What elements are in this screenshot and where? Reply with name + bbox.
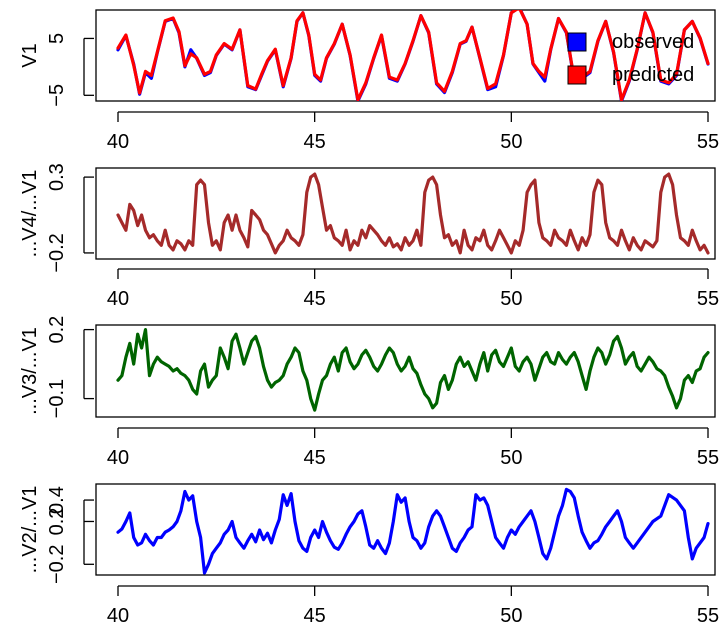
x-tick-label: 40 <box>107 605 129 627</box>
y-axis-title: V1 <box>19 43 41 67</box>
y-tick-label: 0.4 <box>46 486 68 514</box>
legend-swatch <box>567 65 587 85</box>
x-tick-label: 40 <box>107 288 129 310</box>
y-tick-label: −0.1 <box>46 379 68 418</box>
x-tick-label: 50 <box>500 605 522 627</box>
y-axis-title: ...V2/...V1 <box>19 486 41 574</box>
y-tick-label: −0.2 <box>46 233 68 272</box>
x-tick-label: 50 <box>500 131 522 153</box>
y-tick-label: 0.3 <box>46 163 68 191</box>
legend-label: predicted <box>612 64 694 86</box>
legend-swatch <box>567 32 587 52</box>
y-tick-label: 5 <box>46 33 68 44</box>
x-tick-label: 45 <box>304 288 326 310</box>
series-line-V2-V1 <box>116 487 710 575</box>
x-tick-label: 55 <box>697 288 719 310</box>
y-tick-label: 0.2 <box>46 316 68 344</box>
y-axis-title: ...V3/...V1 <box>19 327 41 415</box>
x-tick-label: 40 <box>107 131 129 153</box>
plot-frame <box>95 324 716 418</box>
series-line-V4-V1 <box>116 172 710 255</box>
x-tick-label: 45 <box>304 605 326 627</box>
x-tick-label: 55 <box>697 131 719 153</box>
y-tick-label: 0.2 <box>46 508 68 536</box>
chart-panel-2: 40 45 50 55 −0.2 0.3...V4/...V1 <box>19 163 719 310</box>
y-axis-title: ...V4/...V1 <box>19 170 41 258</box>
x-tick-label: 45 <box>304 447 326 469</box>
plot-frame <box>95 167 716 260</box>
series-line-V3-V1 <box>116 328 710 412</box>
legend-label: observed <box>612 31 694 53</box>
plot-frame <box>95 9 716 102</box>
x-tick-label: 40 <box>107 447 129 469</box>
x-tick-label: 50 <box>500 447 522 469</box>
x-tick-label: 55 <box>697 605 719 627</box>
series-line-predicted <box>116 10 710 101</box>
chart-panel-3: 40 45 50 55 −0.1 0.2...V3/...V1 <box>19 316 719 469</box>
y-tick-label: −5 <box>46 84 68 107</box>
x-tick-label: 50 <box>500 288 522 310</box>
y-tick-label: −0.2 <box>46 545 68 584</box>
legend: observed predicted <box>567 31 694 86</box>
plot-frame <box>95 483 716 576</box>
chart-panel-1: 40 45 50 55 −5 5 V1 observed predicted <box>19 9 719 153</box>
chart-panel-4: 40 45 50 55 −0.2 0.20.4...V2/...V1 <box>19 483 719 627</box>
x-tick-label: 45 <box>304 131 326 153</box>
x-tick-label: 55 <box>697 447 719 469</box>
